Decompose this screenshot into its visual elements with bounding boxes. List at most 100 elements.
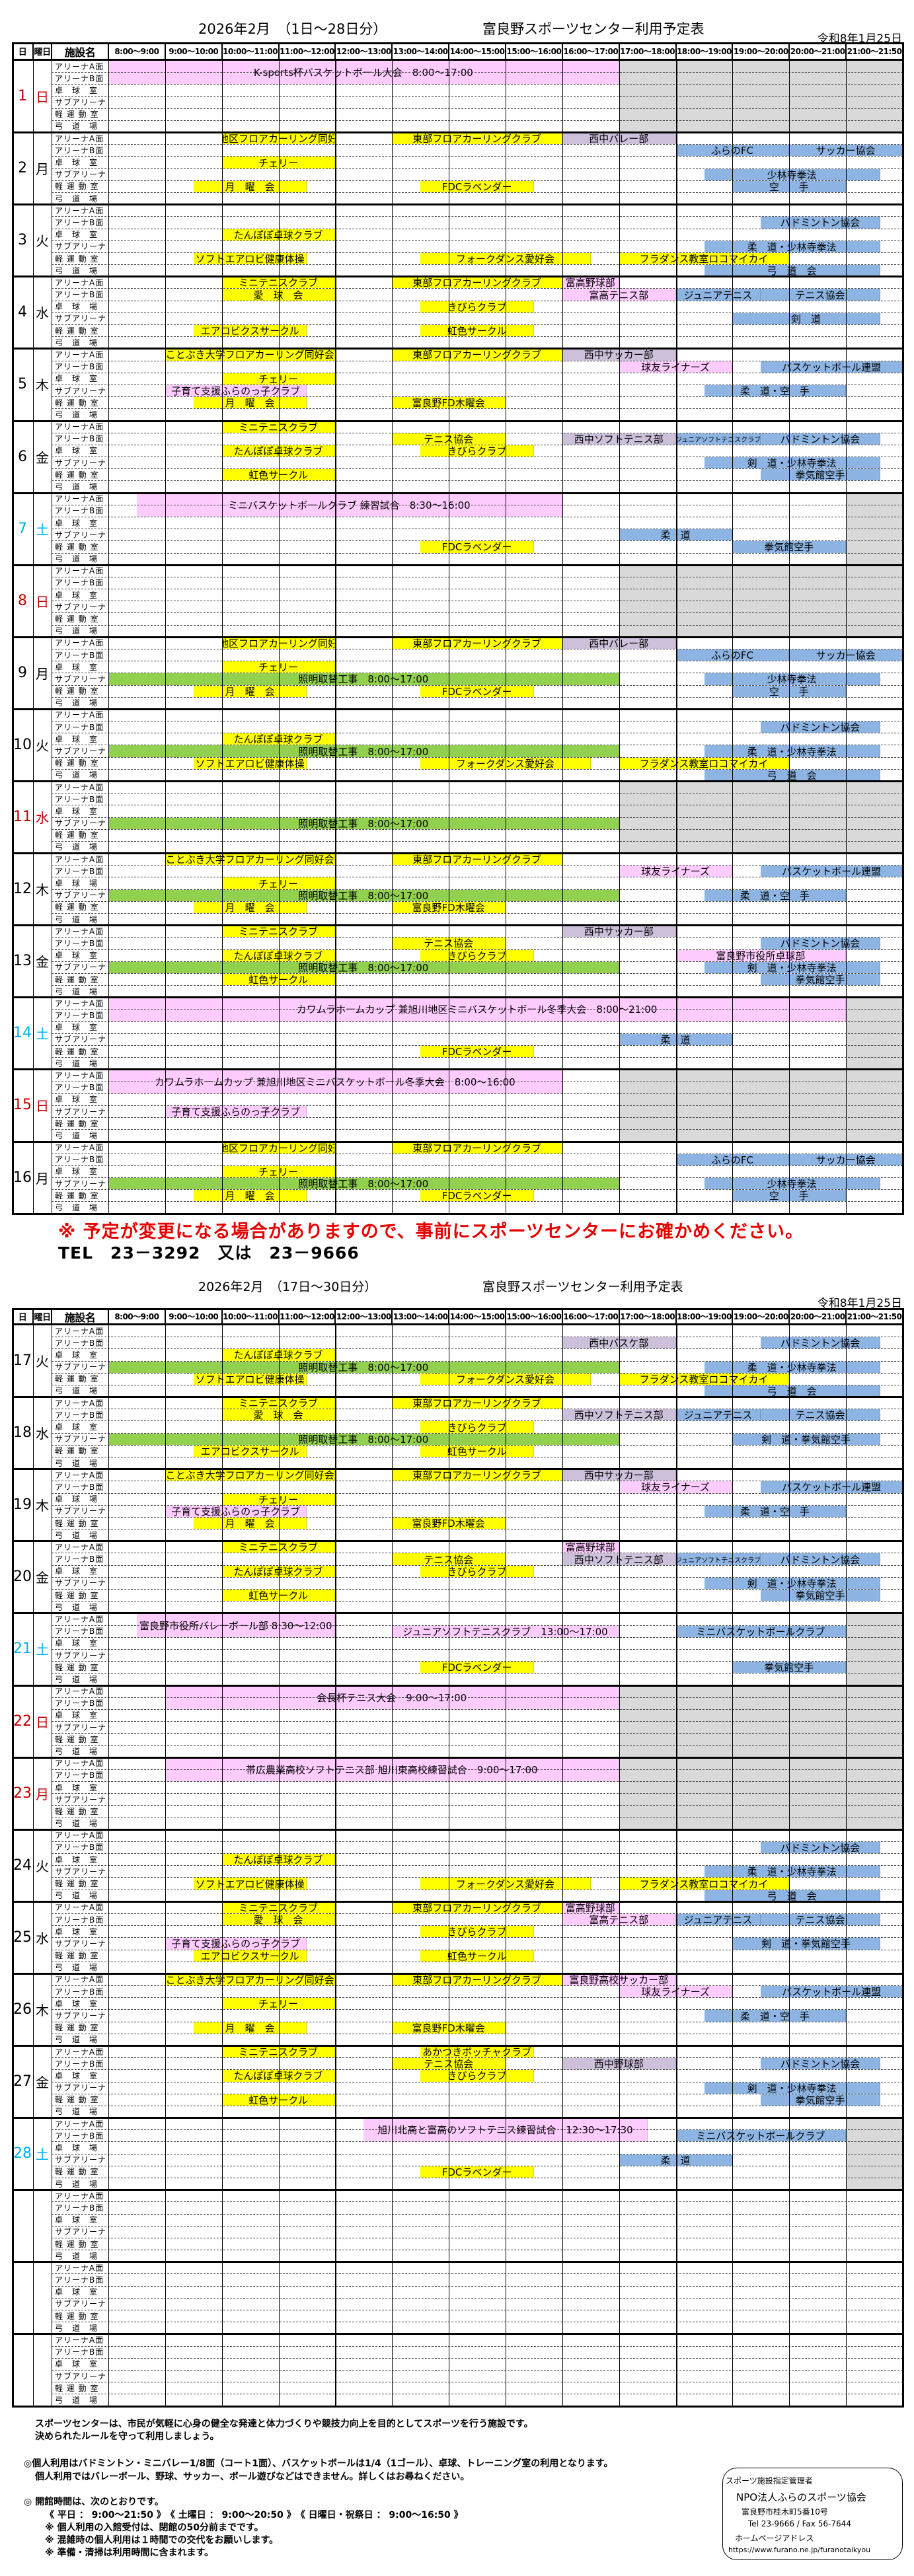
reservation-block[interactable]: 柔 道・空 手 bbox=[704, 1505, 847, 1517]
reservation-block[interactable]: ソフトエアロビ健康体操 bbox=[193, 1878, 307, 1890]
reservation-block[interactable]: バドミントン協会 bbox=[761, 433, 880, 445]
reservation-block[interactable]: エアロビクスサークル bbox=[193, 1950, 307, 1962]
reservation-block[interactable]: 西中バレー部 bbox=[562, 133, 676, 145]
reservation-block[interactable]: 西中ソフトテニス部 bbox=[562, 1553, 676, 1565]
reservation-block[interactable]: ジュニアテニス bbox=[675, 1409, 761, 1421]
reservation-block[interactable]: 月 曜 会 bbox=[193, 2022, 307, 2034]
reservation-block[interactable]: FDCラベンダー bbox=[420, 180, 534, 192]
reservation-block[interactable]: 虹色サークル bbox=[221, 973, 336, 986]
reservation-block[interactable]: 照明取替工事 8:00～17:00 bbox=[108, 1178, 619, 1190]
reservation-block[interactable]: 柔 道 bbox=[619, 529, 733, 541]
reservation-block[interactable]: 空 手 bbox=[732, 1190, 847, 1202]
reservation-block[interactable]: たんぽぽ卓球クラブ bbox=[221, 445, 336, 457]
reservation-block[interactable]: 東部フロアカーリングクラブ bbox=[392, 349, 562, 361]
reservation-block[interactable]: FDCラベンダー bbox=[420, 1190, 534, 1202]
reservation-block[interactable]: 富高野球部 bbox=[562, 1901, 619, 1913]
reservation-block[interactable]: 虹色サークル bbox=[221, 2094, 336, 2106]
reservation-block[interactable]: サッカー協会 bbox=[789, 649, 903, 661]
reservation-block[interactable]: ソフトエアロビ健康体操 bbox=[193, 252, 307, 265]
reservation-block[interactable]: テニス協会 bbox=[392, 938, 506, 949]
reservation-block[interactable]: 剣 道・少林寺拳法 bbox=[704, 961, 880, 973]
reservation-block[interactable]: 東部フロアカーリングクラブ bbox=[392, 1901, 562, 1913]
reservation-block[interactable]: ミニテニスクラブ bbox=[221, 1901, 336, 1913]
reservation-block[interactable]: 照明取替工事 8:00～17:00 bbox=[108, 817, 619, 829]
reservation-block[interactable]: 拳気館空手 bbox=[732, 1662, 847, 1674]
reservation-block[interactable]: フラダンス教室ロコマイカイ bbox=[619, 1373, 790, 1385]
reservation-block[interactable]: ふらのFC bbox=[675, 145, 790, 157]
reservation-block[interactable]: テニス協会 bbox=[761, 1409, 880, 1421]
reservation-block[interactable]: チェリー bbox=[221, 661, 336, 673]
reservation-block[interactable]: ジュニアテニス bbox=[675, 1913, 761, 1926]
reservation-block[interactable]: 富良野FD木曜会 bbox=[392, 397, 506, 409]
reservation-block[interactable]: 虹色サークル bbox=[420, 1950, 534, 1962]
reservation-block[interactable]: ふらのFC bbox=[675, 1154, 790, 1165]
reservation-block[interactable]: ミニテニスクラブ bbox=[221, 1541, 336, 1553]
reservation-block[interactable]: 子育て支援ふらのっ子クラブ bbox=[165, 1938, 307, 1950]
reservation-block[interactable]: たんぽぽ卓球クラブ bbox=[221, 1565, 336, 1577]
reservation-block[interactable]: バドミントン協会 bbox=[761, 2058, 880, 2070]
reservation-block[interactable]: FDCラベンダー bbox=[420, 2166, 534, 2178]
reservation-block[interactable]: 照明取替工事 8:00～17:00 bbox=[108, 1433, 619, 1445]
reservation-block[interactable]: テニス協会 bbox=[392, 433, 506, 445]
reservation-block[interactable]: 少林寺拳法 bbox=[704, 673, 880, 685]
reservation-block[interactable]: 富高野球部 bbox=[562, 1541, 619, 1553]
reservation-block[interactable]: 柔 道・少林寺拳法 bbox=[704, 240, 880, 252]
reservation-block[interactable]: 弓 道 会 bbox=[704, 769, 880, 781]
reservation-block[interactable]: フォークダンス愛好会 bbox=[420, 1373, 591, 1385]
reservation-block[interactable]: 西地区フロアカーリング同好会 bbox=[221, 1142, 336, 1154]
reservation-block[interactable]: サッカー協会 bbox=[789, 145, 903, 157]
reservation-block[interactable]: 少林寺拳法 bbox=[704, 168, 880, 180]
reservation-block[interactable]: 柔 道・少林寺拳法 bbox=[704, 745, 880, 757]
reservation-block[interactable]: 拳気館空手 bbox=[761, 973, 880, 986]
reservation-block[interactable]: テニス協会 bbox=[392, 1553, 506, 1565]
reservation-block[interactable]: 富良野高校サッカー部 bbox=[562, 1973, 676, 1986]
reservation-block[interactable]: 弓 道 会 bbox=[704, 1890, 880, 1901]
reservation-block[interactable]: 照明取替工事 8:00～17:00 bbox=[108, 961, 619, 973]
org-homepage-url[interactable]: https://www.furano.ne.jp/furanotaikyou bbox=[728, 2546, 871, 2554]
reservation-block[interactable]: 東部フロアカーリングクラブ bbox=[392, 637, 562, 649]
reservation-block[interactable]: 東部フロアカーリングクラブ bbox=[392, 133, 562, 145]
reservation-block[interactable]: バスケットボール連盟 bbox=[761, 865, 903, 877]
reservation-block[interactable]: あかつきボッチャクラブ bbox=[420, 2046, 534, 2058]
reservation-block[interactable]: 東部フロアカーリングクラブ bbox=[392, 1469, 562, 1481]
reservation-block[interactable]: 剣 道・拳気館空手 bbox=[732, 1938, 880, 1950]
reservation-block[interactable]: 西中バスケ部 bbox=[562, 1337, 676, 1349]
reservation-block[interactable]: フラダンス教室ロコマイカイ bbox=[619, 757, 790, 769]
reservation-block[interactable]: バスケットボール連盟 bbox=[761, 1986, 903, 1998]
reservation-block[interactable]: ジュニアテニス bbox=[675, 289, 761, 301]
reservation-block[interactable]: 柔 道・少林寺拳法 bbox=[704, 1361, 880, 1373]
reservation-block[interactable]: ソフトエアロビ健康体操 bbox=[193, 757, 307, 769]
reservation-block[interactable]: バドミントン協会 bbox=[761, 1337, 880, 1349]
reservation-block[interactable]: 剣 道・拳気館空手 bbox=[732, 1433, 880, 1445]
reservation-block[interactable]: フラダンス教室ロコマイカイ bbox=[619, 252, 790, 265]
reservation-block[interactable]: 拳気館空手 bbox=[761, 469, 880, 481]
reservation-block[interactable]: 東部フロアカーリングクラブ bbox=[392, 1142, 562, 1154]
reservation-block[interactable]: 拳気館空手 bbox=[761, 1590, 880, 1601]
reservation-block[interactable]: 西中ソフトテニス部 bbox=[562, 1409, 676, 1421]
reservation-block[interactable]: バドミントン協会 bbox=[761, 1841, 880, 1854]
reservation-block[interactable]: ソフトエアロビ健康体操 bbox=[193, 1373, 307, 1385]
reservation-block[interactable]: サッカー協会 bbox=[789, 1154, 903, 1165]
reservation-block[interactable]: たんぽぽ卓球クラブ bbox=[221, 949, 336, 961]
reservation-block[interactable]: 柔 道・空 手 bbox=[704, 385, 847, 397]
reservation-block[interactable]: ミニバスケットボールクラブ bbox=[675, 2130, 847, 2142]
reservation-block[interactable]: たんぽぽ卓球クラブ bbox=[221, 1854, 336, 1866]
reservation-block[interactable]: 照明取替工事 8:00～17:00 bbox=[108, 673, 619, 685]
reservation-block[interactable]: チェリー bbox=[221, 1493, 336, 1505]
reservation-block[interactable]: 拳気館空手 bbox=[732, 541, 847, 553]
reservation-block[interactable]: バスケットボール連盟 bbox=[761, 361, 903, 373]
reservation-block[interactable]: 弓 道 会 bbox=[704, 265, 880, 277]
reservation-block[interactable]: エアロビクスサークル bbox=[193, 1445, 307, 1457]
reservation-block[interactable]: 月 曜 会 bbox=[193, 180, 307, 192]
reservation-block[interactable]: 富良野FD木曜会 bbox=[392, 1517, 506, 1529]
reservation-block[interactable]: 富高テニス部 bbox=[562, 1913, 676, 1926]
reservation-block[interactable]: 月 曜 会 bbox=[193, 901, 307, 913]
reservation-block[interactable]: チェリー bbox=[221, 373, 336, 385]
reservation-block[interactable]: テニス協会 bbox=[761, 1913, 880, 1926]
reservation-block[interactable]: 柔 道 bbox=[619, 2154, 733, 2166]
reservation-block[interactable]: ことぶき大学フロアカーリング同好会 bbox=[165, 854, 336, 865]
reservation-block[interactable]: FDCラベンダー bbox=[420, 541, 534, 553]
reservation-block[interactable]: 弓 道 会 bbox=[704, 1385, 880, 1397]
reservation-block[interactable]: 球友ライナーズ bbox=[619, 1986, 733, 1998]
reservation-block[interactable]: 少林寺拳法 bbox=[704, 1178, 880, 1190]
